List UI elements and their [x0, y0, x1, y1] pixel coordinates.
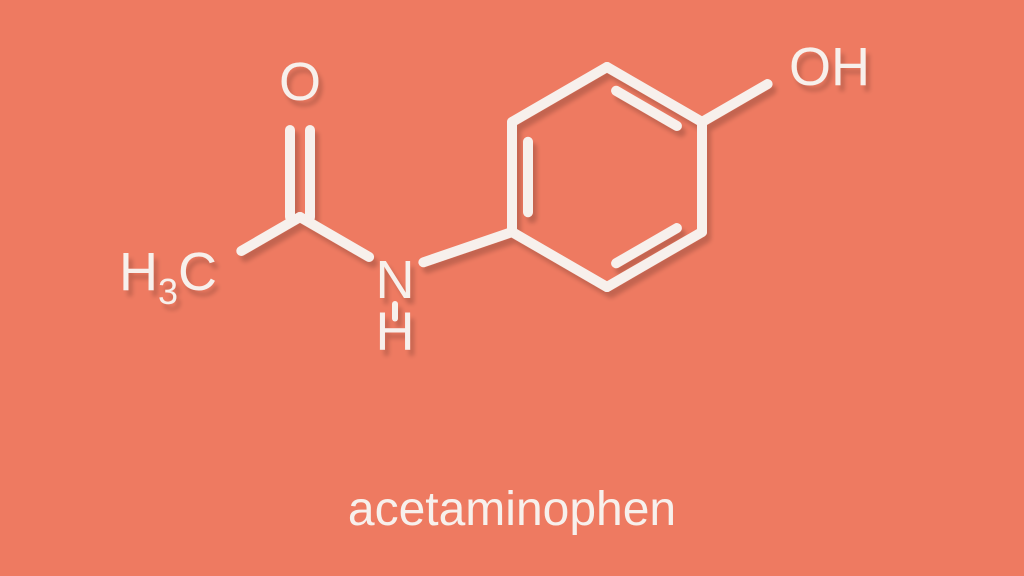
molecule-diagram: H3CONHOHacetaminophen — [0, 0, 1024, 576]
atom-O_carbonyl: O — [279, 52, 321, 112]
molecule-name: acetaminophen — [348, 483, 676, 536]
atom-O_hydroxyl: OH — [789, 37, 870, 97]
atom-C_methyl: H3C — [119, 242, 217, 312]
